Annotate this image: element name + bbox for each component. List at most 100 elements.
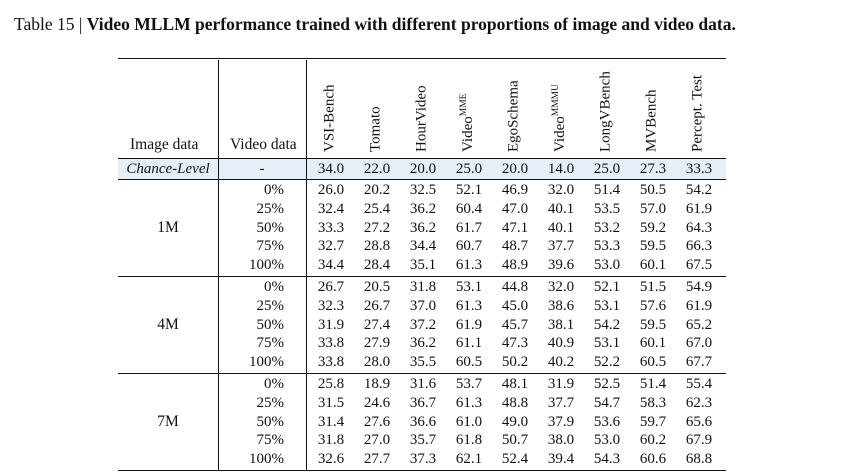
table-cell: 36.2 xyxy=(409,335,437,352)
table-cell: 26.7 xyxy=(363,297,391,314)
table-cell: 27.7 xyxy=(363,451,391,468)
table-cell: 32.5 xyxy=(409,182,437,198)
table-cell: 54.3 xyxy=(593,451,621,468)
table-cell: 61.9 xyxy=(685,297,713,314)
header-benchmark-4: EgoSchema xyxy=(492,62,536,156)
table-cell: 37.2 xyxy=(409,316,437,333)
header-video-data: Video data xyxy=(230,136,297,153)
chance-value: 22.0 xyxy=(363,161,391,177)
table-cell: 37.7 xyxy=(547,394,575,411)
table-cell: 47.3 xyxy=(501,335,529,352)
header-image-data: Image data xyxy=(130,136,199,153)
table-cell: 32.0 xyxy=(547,279,575,295)
table-cell: 27.9 xyxy=(363,335,391,352)
table-cell: 61.8 xyxy=(455,432,483,449)
video-percentage: 0% xyxy=(264,279,284,295)
header-benchmark-5: VideoMMMU xyxy=(538,62,582,156)
table-cell: 37.9 xyxy=(547,413,575,430)
table-cell: 32.0 xyxy=(547,182,575,198)
table-cell: 31.8 xyxy=(317,432,345,449)
table-cell: 62.1 xyxy=(455,451,483,468)
video-percentage: 75% xyxy=(256,335,285,352)
chance-value: 25.0 xyxy=(455,161,483,177)
table-cell: 31.9 xyxy=(547,376,575,392)
column-separator-1 xyxy=(306,60,307,470)
header-benchmark-8: Percept. Test xyxy=(676,62,720,156)
benchmark-name: Percept. Test xyxy=(689,75,706,152)
table-cell: 40.9 xyxy=(547,335,575,352)
table-cell: 35.1 xyxy=(409,257,437,274)
group-rule xyxy=(118,373,726,374)
benchmark-name: Video xyxy=(552,116,568,152)
table-cell: 61.3 xyxy=(455,257,483,274)
column-separator-0 xyxy=(218,60,219,470)
table-cell: 53.7 xyxy=(455,376,483,392)
video-percentage: 25% xyxy=(256,394,285,411)
table-cell: 36.2 xyxy=(409,200,437,217)
table-cell: 54.7 xyxy=(593,394,621,411)
video-percentage: 50% xyxy=(256,219,285,236)
video-percentage: 75% xyxy=(256,432,285,449)
video-percentage: 0% xyxy=(264,376,284,392)
image-data-group-label: 7M xyxy=(157,412,179,430)
chance-level-label: Chance-Level xyxy=(126,161,210,177)
image-data-group-label: 4M xyxy=(157,315,179,333)
video-percentage: 100% xyxy=(249,354,284,371)
table-cell: 31.5 xyxy=(317,394,345,411)
video-percentage: 25% xyxy=(256,297,285,314)
table-cell: 60.6 xyxy=(639,451,667,468)
table-cell: 44.8 xyxy=(501,279,529,295)
table-cell: 52.5 xyxy=(593,376,621,392)
table-cell: 25.8 xyxy=(317,376,345,392)
table-cell: 48.9 xyxy=(501,257,529,274)
table-cell: 33.8 xyxy=(317,335,345,352)
table-cell: 36.2 xyxy=(409,219,437,236)
table-cell: 31.4 xyxy=(317,413,345,430)
table-cell: 37.0 xyxy=(409,297,437,314)
benchmark-name: Video xyxy=(460,116,476,152)
table-cell: 55.4 xyxy=(685,376,713,392)
benchmark-label: VideoMMMU xyxy=(551,84,569,152)
chance-level-video: - xyxy=(259,161,265,177)
video-percentage: 50% xyxy=(256,413,285,430)
caption-label: Table 15 | xyxy=(14,14,83,34)
table-cell: 24.6 xyxy=(363,394,391,411)
table-cell: 53.5 xyxy=(593,200,621,217)
table-cell: 31.8 xyxy=(409,279,437,295)
video-percentage: 25% xyxy=(256,200,285,217)
table-top-rule xyxy=(118,58,726,59)
table-cell: 25.4 xyxy=(363,200,391,217)
table-cell: 67.9 xyxy=(685,432,713,449)
table-cell: 68.8 xyxy=(685,451,713,468)
benchmark-name: MVBench xyxy=(643,89,660,153)
table-cell: 52.4 xyxy=(501,451,529,468)
table-cell: 31.6 xyxy=(409,376,437,392)
table-cell: 61.3 xyxy=(455,297,483,314)
table-cell: 18.9 xyxy=(363,376,391,392)
table-cell: 52.2 xyxy=(593,354,621,371)
benchmark-name: HourVideo xyxy=(413,85,430,152)
table-cell: 60.7 xyxy=(455,238,483,255)
table-cell: 64.3 xyxy=(685,219,713,236)
table-cell: 61.3 xyxy=(455,394,483,411)
header-bottom-rule xyxy=(118,158,726,159)
table-cell: 67.5 xyxy=(685,257,713,274)
table-cell: 48.1 xyxy=(501,376,529,392)
header-benchmark-1: Tomato xyxy=(354,62,398,156)
table-cell: 32.6 xyxy=(317,451,345,468)
table-cell: 60.5 xyxy=(455,354,483,371)
table-cell: 38.0 xyxy=(547,432,575,449)
table-cell: 38.6 xyxy=(547,297,575,314)
benchmark-superscript: MME xyxy=(459,93,469,117)
table-cell: 50.7 xyxy=(501,432,529,449)
chance-value: 20.0 xyxy=(501,161,529,177)
chance-value: 33.3 xyxy=(685,161,713,177)
chance-value: 34.0 xyxy=(317,161,345,177)
table-cell: 61.1 xyxy=(455,335,483,352)
table-cell: 66.3 xyxy=(685,238,713,255)
table-cell: 48.8 xyxy=(501,394,529,411)
table-cell: 57.0 xyxy=(639,200,667,217)
benchmark-name: LongVBench xyxy=(597,71,614,152)
table-cell: 28.8 xyxy=(363,238,391,255)
table-cell: 60.1 xyxy=(639,257,667,274)
